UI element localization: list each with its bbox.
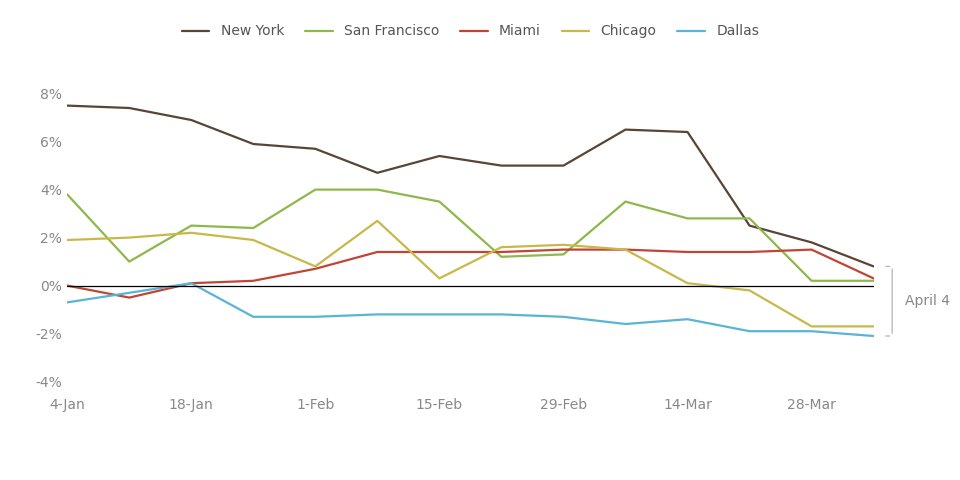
- Chicago: [558, 242, 569, 248]
- San Francisco: [868, 278, 879, 284]
- Dallas: [868, 333, 879, 339]
- Chicago: [868, 324, 879, 329]
- Dallas: [744, 328, 756, 334]
- Chicago: [805, 324, 817, 329]
- Chicago: [495, 244, 507, 250]
- Miami: [61, 283, 73, 288]
- Chicago: [124, 235, 135, 240]
- San Francisco: [248, 225, 259, 231]
- New York: [61, 103, 73, 108]
- Dallas: [682, 316, 693, 322]
- Miami: [434, 249, 445, 255]
- Miami: [124, 295, 135, 300]
- Miami: [558, 247, 569, 252]
- San Francisco: [805, 278, 817, 284]
- Line: San Francisco: San Francisco: [67, 190, 874, 281]
- San Francisco: [309, 187, 321, 192]
- San Francisco: [495, 254, 507, 260]
- Chicago: [309, 264, 321, 269]
- Miami: [372, 249, 383, 255]
- New York: [495, 163, 507, 168]
- Chicago: [61, 237, 73, 243]
- New York: [620, 127, 632, 132]
- Dallas: [124, 290, 135, 296]
- Chicago: [372, 218, 383, 224]
- Line: Dallas: Dallas: [67, 283, 874, 336]
- New York: [185, 117, 197, 123]
- Dallas: [185, 280, 197, 286]
- New York: [434, 153, 445, 159]
- Miami: [620, 247, 632, 252]
- Line: Miami: Miami: [67, 250, 874, 298]
- Miami: [248, 278, 259, 284]
- Miami: [682, 249, 693, 255]
- New York: [309, 146, 321, 152]
- Dallas: [558, 314, 569, 320]
- New York: [372, 170, 383, 176]
- San Francisco: [744, 216, 756, 221]
- New York: [744, 223, 756, 228]
- Miami: [185, 280, 197, 286]
- Miami: [309, 266, 321, 272]
- Line: New York: New York: [67, 106, 874, 266]
- Dallas: [620, 321, 632, 327]
- San Francisco: [682, 216, 693, 221]
- Chicago: [682, 280, 693, 286]
- Miami: [805, 247, 817, 252]
- New York: [805, 240, 817, 245]
- San Francisco: [372, 187, 383, 192]
- Dallas: [248, 314, 259, 320]
- Dallas: [434, 312, 445, 317]
- Chicago: [248, 237, 259, 243]
- New York: [558, 163, 569, 168]
- New York: [868, 264, 879, 269]
- San Francisco: [185, 223, 197, 228]
- Chicago: [744, 288, 756, 293]
- San Francisco: [124, 259, 135, 264]
- Text: April 4: April 4: [904, 294, 949, 308]
- Dallas: [495, 312, 507, 317]
- San Francisco: [61, 192, 73, 197]
- Miami: [744, 249, 756, 255]
- Chicago: [434, 276, 445, 281]
- Miami: [868, 276, 879, 281]
- San Francisco: [558, 252, 569, 257]
- San Francisco: [434, 199, 445, 204]
- Dallas: [309, 314, 321, 320]
- Miami: [495, 249, 507, 255]
- Chicago: [620, 247, 632, 252]
- New York: [124, 105, 135, 111]
- San Francisco: [620, 199, 632, 204]
- Dallas: [61, 300, 73, 305]
- Chicago: [185, 230, 197, 236]
- New York: [248, 141, 259, 147]
- Dallas: [805, 328, 817, 334]
- Legend: New York, San Francisco, Miami, Chicago, Dallas: New York, San Francisco, Miami, Chicago,…: [176, 19, 765, 44]
- New York: [682, 129, 693, 135]
- Line: Chicago: Chicago: [67, 221, 874, 326]
- Dallas: [372, 312, 383, 317]
